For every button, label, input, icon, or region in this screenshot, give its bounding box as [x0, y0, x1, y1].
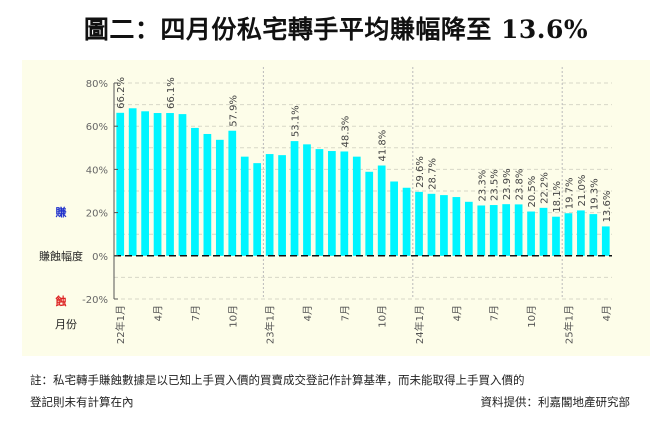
data-label: 23.5%: [490, 169, 501, 201]
data-label: 20.5%: [527, 176, 538, 208]
x-tick-label: 7月: [489, 305, 501, 321]
bar: [452, 197, 461, 256]
data-label: 41.8%: [378, 130, 389, 162]
bar: [203, 133, 212, 256]
data-label: 22.2%: [540, 172, 551, 204]
bar: [116, 112, 125, 256]
bar: [577, 210, 585, 256]
data-label: 48.3%: [340, 116, 351, 148]
data-label: 28.7%: [427, 158, 438, 190]
data-label: 53.1%: [291, 105, 302, 137]
data-label: 29.6%: [415, 156, 426, 188]
bar: [514, 204, 523, 256]
bar: [464, 201, 473, 256]
x-tick-label: 22年1月: [114, 305, 127, 344]
bar: [601, 226, 610, 256]
data-label: 21.0%: [577, 175, 588, 207]
bar: [377, 165, 386, 256]
x-tick-label: 25年1月: [562, 305, 575, 344]
data-label: 66.1%: [166, 77, 177, 109]
x-tick-label: 7月: [339, 305, 351, 321]
bar: [228, 130, 237, 256]
bar: [240, 156, 249, 256]
y-tick-label: 80%: [86, 79, 108, 90]
bar: [191, 127, 199, 256]
data-label: 13.6%: [602, 191, 613, 223]
bar: [477, 205, 486, 256]
bar: [141, 111, 149, 256]
data-label: 19.3%: [589, 178, 600, 210]
data-label: 66.2%: [116, 77, 127, 109]
x-axis-title: 月份: [55, 318, 77, 331]
bar: [253, 163, 262, 256]
bar: [315, 149, 324, 256]
bar: [215, 139, 224, 256]
x-tick-label: 4月: [302, 305, 314, 321]
data-label: 23.9%: [502, 168, 513, 200]
bar: [527, 211, 535, 256]
y-label-loss: 蝕: [55, 294, 67, 308]
bar: [290, 141, 299, 256]
data-label: 23.8%: [515, 169, 526, 201]
x-tick-label: 10月: [227, 305, 239, 328]
bar: [166, 113, 174, 256]
y-tick-label: 60%: [86, 122, 108, 133]
data-label: 23.3%: [477, 170, 488, 202]
bar: [502, 204, 511, 256]
footnote-line-2: 登記則未有計算在內: [30, 395, 134, 409]
bar: [352, 156, 361, 256]
x-tick-label: 10月: [526, 305, 538, 328]
data-label: 19.7%: [564, 177, 575, 209]
y-axis-title: 賺蝕幅度: [39, 249, 83, 263]
y-tick-label: 0%: [92, 252, 108, 263]
bar: [564, 213, 573, 256]
bar: [365, 171, 374, 256]
bar: [303, 144, 311, 256]
bar: [340, 151, 349, 256]
bar: [328, 151, 336, 256]
y-tick-label: 20%: [86, 209, 108, 220]
bar: [278, 155, 286, 256]
bar: [265, 154, 274, 256]
data-label: 57.9%: [228, 95, 239, 127]
bar: [415, 191, 423, 256]
bar: [427, 193, 436, 256]
x-tick-label: 23年1月: [264, 305, 277, 344]
bar: [589, 214, 598, 256]
x-tick-label: 4月: [153, 305, 165, 321]
source-note: 資料提供：利嘉閣地產研究部: [480, 395, 631, 409]
bar: [440, 195, 448, 256]
bar: [178, 114, 187, 256]
x-tick-label: 10月: [377, 305, 389, 328]
y-tick-label: -20%: [82, 295, 108, 306]
y-tick-label: 40%: [86, 165, 108, 176]
x-tick-label: 4月: [451, 305, 463, 321]
x-tick-label: 4月: [601, 305, 613, 321]
bar: [128, 108, 137, 256]
bar: [153, 113, 162, 256]
bar: [402, 187, 411, 256]
x-tick-label: 24年1月: [413, 305, 426, 344]
bar: [489, 205, 498, 256]
bar: [390, 181, 398, 256]
x-tick-label: 7月: [190, 305, 202, 321]
data-label: 18.1%: [552, 181, 563, 213]
y-label-gain: 賺: [56, 205, 67, 219]
bar: [552, 216, 560, 256]
footnote-line-1: 註：私宅轉手賺蝕數據是以已知上手買入價的買賣成交登記作計算基準，而未能取得上手買…: [30, 373, 525, 387]
chart-title: 圖二：四月份私宅轉手平均賺幅降至 13.6%: [83, 15, 589, 44]
bar: [539, 207, 548, 256]
